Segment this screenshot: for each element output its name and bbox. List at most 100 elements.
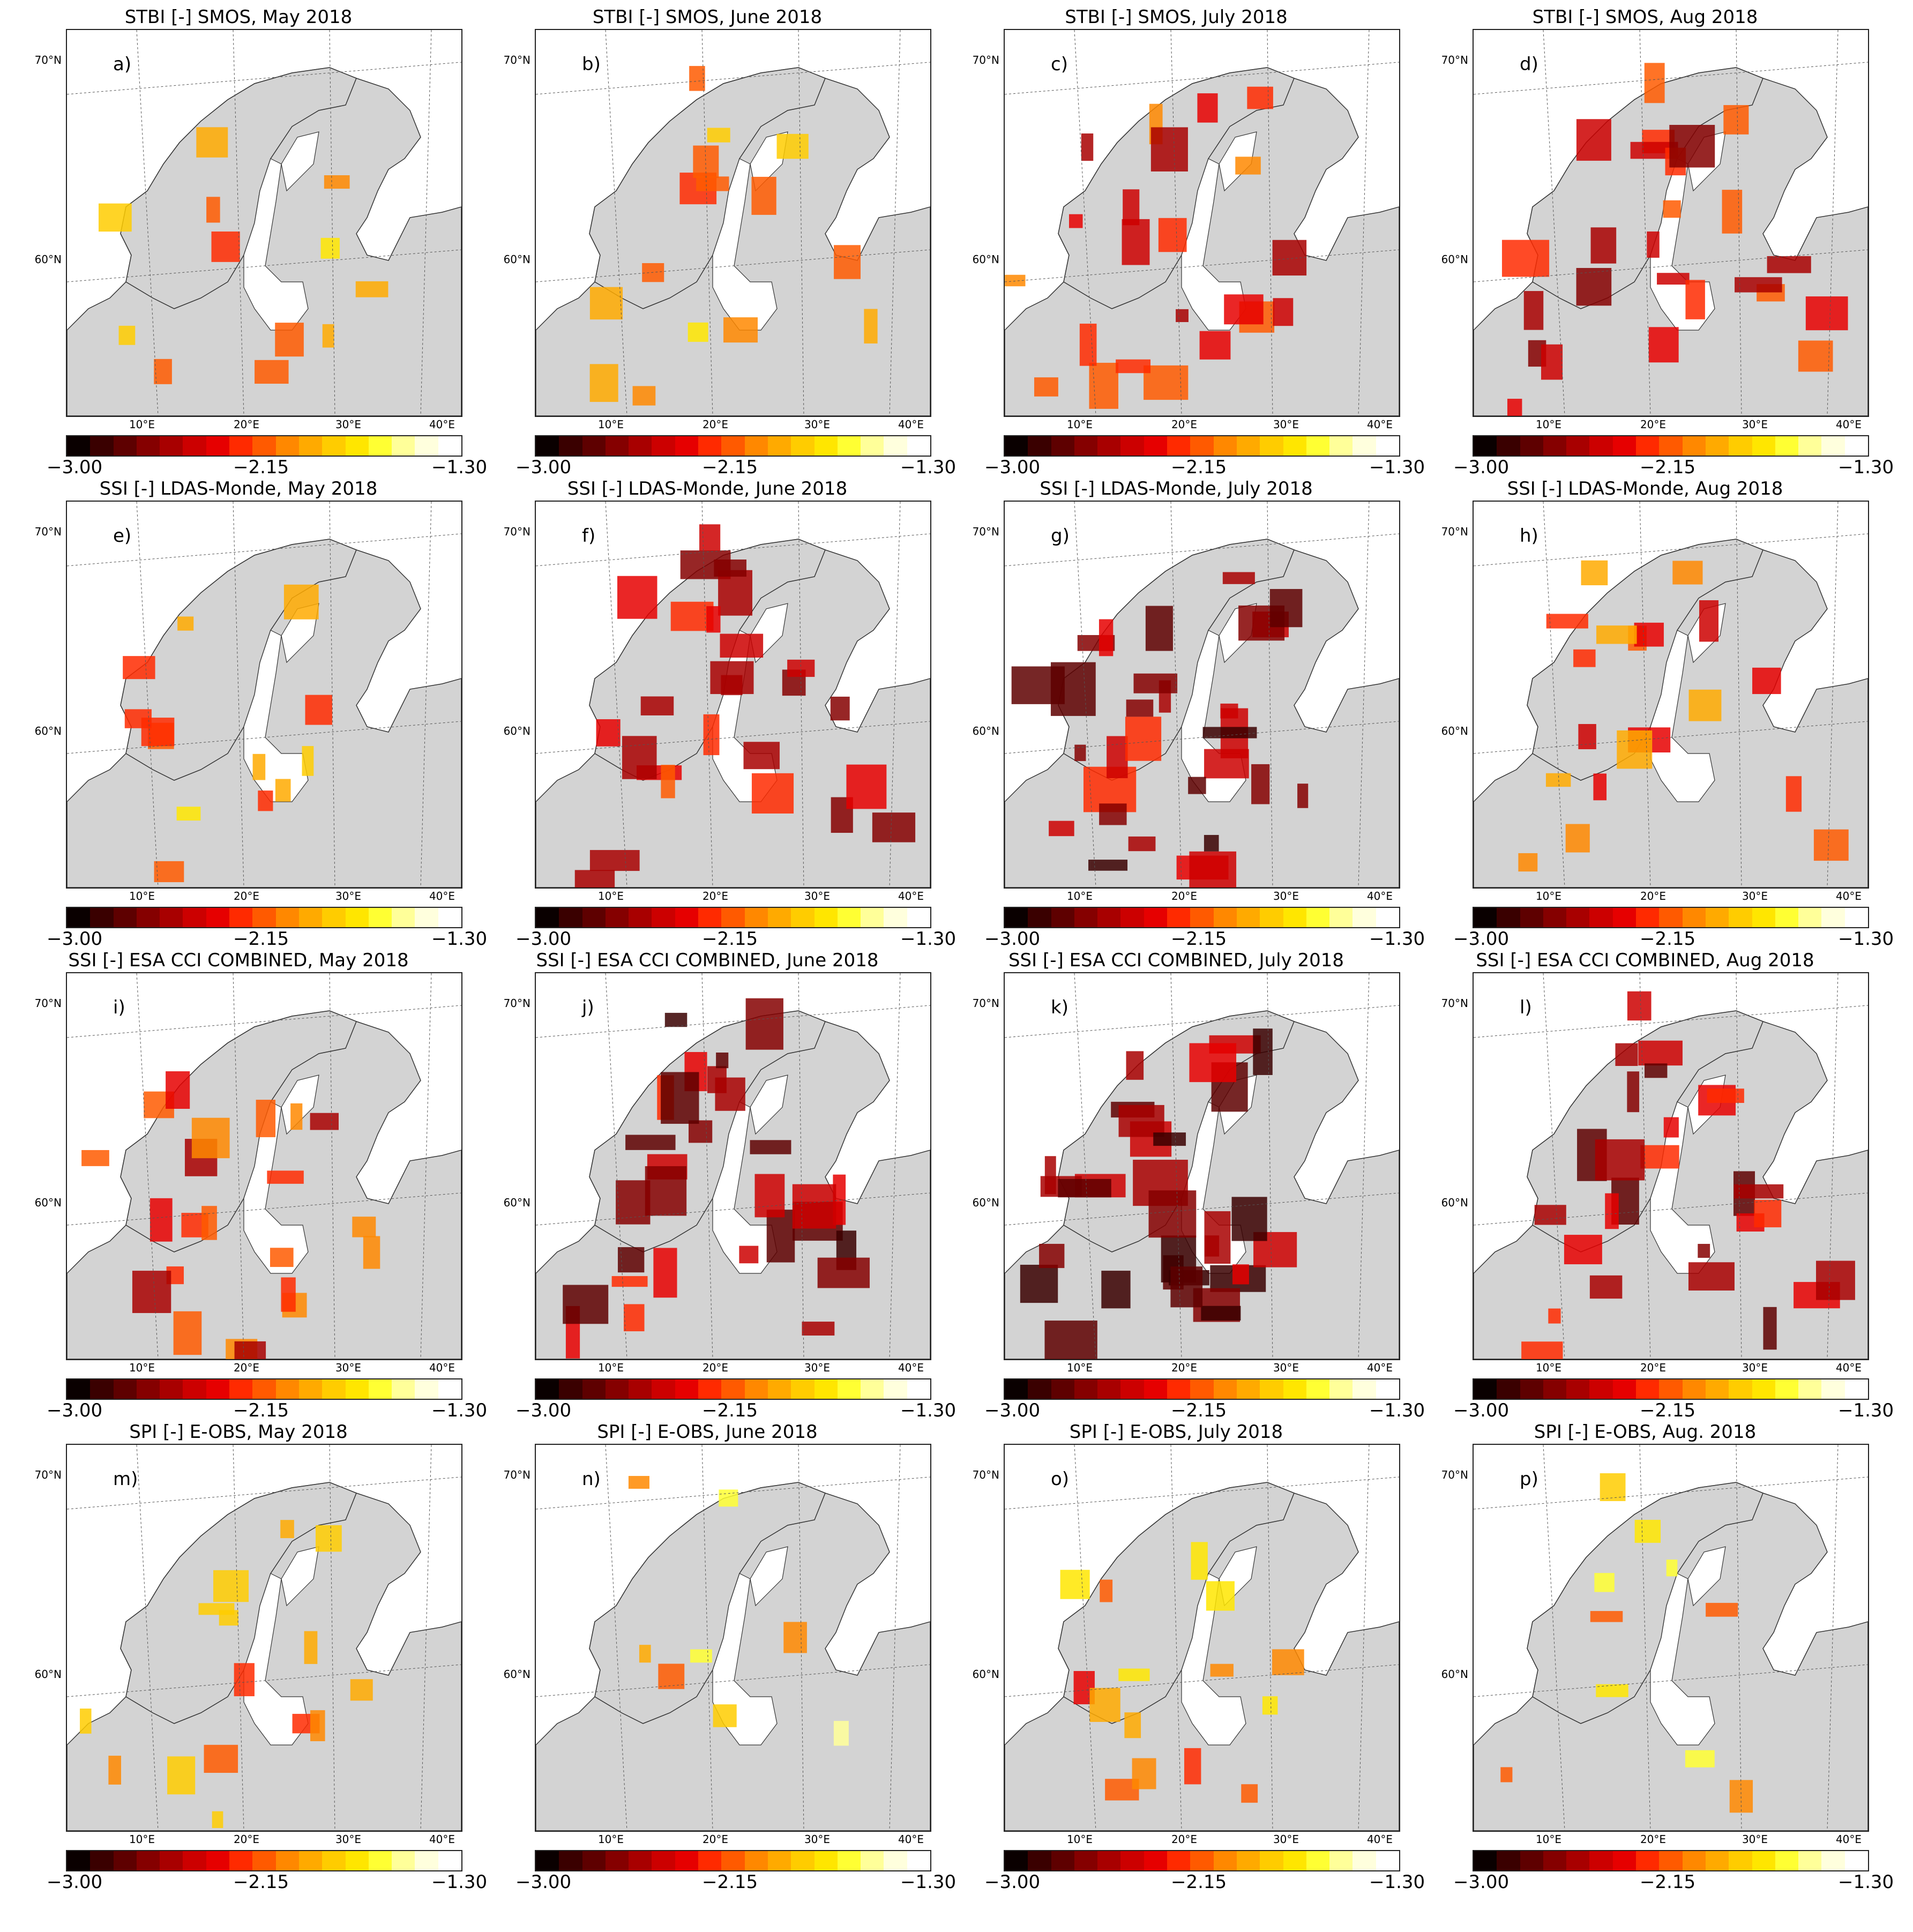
colorbar-swatch	[1376, 436, 1400, 456]
basemap	[536, 1445, 930, 1831]
colorbar-swatch	[1497, 436, 1520, 456]
colorbar-swatch	[67, 1379, 91, 1399]
anomaly-cell	[1069, 214, 1083, 228]
anomaly-cell	[1145, 606, 1173, 651]
colorbar-swatch	[861, 436, 884, 456]
colorbar-swatch	[206, 908, 230, 927]
map-panel: SSI [-] ESA CCI COMBINED, June 2018 70°N 6…	[477, 950, 956, 1421]
colorbar-swatch	[275, 436, 299, 456]
colorbar-swatch	[1260, 436, 1283, 456]
anomaly-cell	[1150, 127, 1188, 171]
anomaly-cell	[1049, 820, 1074, 837]
baltic-sea	[712, 1101, 778, 1274]
anomaly-cell	[596, 719, 621, 747]
map-panel: STBI [-] SMOS, Aug 2018 70°N 60°N d) 10°E 20°…	[1415, 6, 1894, 478]
anomaly-cell	[1785, 776, 1802, 812]
colorbar-swatch	[67, 908, 91, 927]
anomaly-cell	[743, 742, 780, 770]
colorbar-swatch	[767, 1379, 791, 1399]
parallel-line	[1474, 1005, 1868, 1038]
colorbar-swatch	[1659, 436, 1683, 456]
colorbar-swatch	[698, 1379, 722, 1399]
colorbar-swatch	[1144, 1379, 1168, 1399]
colorbar-swatch	[536, 908, 559, 927]
colorbar-swatch	[1028, 1379, 1051, 1399]
lon-label: 40°E	[898, 1833, 924, 1846]
colorbar-swatch	[392, 1851, 415, 1870]
anomaly-cell	[1645, 1063, 1668, 1078]
colorbar-swatch	[1306, 1379, 1330, 1399]
anomaly-cell	[173, 1311, 202, 1355]
anomaly-cell	[1518, 853, 1538, 872]
colorbar-swatch	[536, 1851, 559, 1870]
lat-label: 70°N	[34, 525, 62, 538]
colorbar-swatch	[1798, 1851, 1822, 1870]
anomaly-cell	[628, 1476, 649, 1489]
map-panel: SSI [-] ESA CCI COMBINED, Aug 2018 70°N 60…	[1415, 950, 1894, 1421]
colorbar-swatch	[1144, 1851, 1168, 1870]
anomaly-cell	[1081, 133, 1094, 161]
colorbar	[1473, 435, 1869, 457]
colorbar-swatch	[1705, 1379, 1729, 1399]
meridian-line	[1827, 973, 1839, 1359]
colorbar-swatch	[1566, 908, 1590, 927]
anomaly-cell	[1269, 589, 1303, 628]
colorbar-swatch	[1144, 908, 1168, 927]
colorbar-swatch	[1752, 908, 1775, 927]
meridian-line	[1736, 502, 1742, 887]
anomaly-cell	[661, 765, 675, 799]
anomaly-cell	[316, 1525, 342, 1552]
colorbar-swatch	[675, 1851, 699, 1870]
basemap	[67, 30, 461, 416]
anomaly-cell	[706, 606, 721, 633]
colorbar-swatch	[415, 908, 438, 927]
colorbar-swatch	[1074, 1851, 1098, 1870]
panel-title: STBI [-] SMOS, July 2018	[1065, 6, 1288, 28]
colorbar-tick-label: −3.00	[47, 457, 103, 478]
anomaly-cell	[1500, 1767, 1513, 1782]
colorbar-swatch	[183, 1379, 206, 1399]
colorbar-swatch	[721, 1851, 745, 1870]
colorbar-swatch	[1190, 1851, 1214, 1870]
colorbar-swatch	[438, 908, 462, 927]
anomaly-cell	[1564, 1235, 1602, 1265]
colorbar-swatch	[90, 436, 114, 456]
colorbar-swatch	[1120, 436, 1144, 456]
colorbar-swatch	[675, 908, 699, 927]
meridian-line	[889, 1445, 901, 1831]
lon-label: 30°E	[804, 418, 831, 431]
colorbar-tick-label: −3.00	[1453, 1400, 1510, 1421]
colorbar-swatch	[206, 1851, 230, 1870]
parallel-line	[536, 1005, 930, 1038]
lat-label: 60°N	[972, 253, 999, 266]
anomaly-cell	[1206, 1581, 1235, 1611]
colorbar-swatch	[392, 1379, 415, 1399]
lon-label: 20°E	[233, 890, 260, 902]
colorbar-swatch	[675, 1379, 699, 1399]
anomaly-cell	[206, 197, 220, 223]
drought-index-map	[1004, 1444, 1400, 1832]
meridian-line	[1358, 30, 1370, 416]
meridian-line	[329, 973, 335, 1359]
colorbar-swatch	[322, 1379, 346, 1399]
parallel-line	[67, 1476, 461, 1510]
colorbar-swatch	[1167, 1851, 1191, 1870]
anomaly-cell	[1170, 1266, 1203, 1308]
colorbar-swatch	[1589, 1851, 1613, 1870]
lon-label: 40°E	[429, 1833, 455, 1846]
panel-letter: i)	[113, 997, 125, 1018]
colorbar-tick-label: −1.30	[1369, 457, 1425, 478]
anomaly-cell	[1116, 359, 1151, 374]
panel-title: SSI [-] LDAS-Monde, Aug 2018	[1507, 478, 1783, 499]
colorbar-swatch	[113, 1851, 137, 1870]
colorbar-swatch	[298, 1851, 323, 1870]
colorbar-swatch	[652, 1851, 675, 1870]
baltic-sea	[243, 158, 309, 331]
lon-label: 20°E	[1171, 1361, 1198, 1374]
anomaly-cell	[322, 324, 334, 348]
colorbar-swatch	[1798, 436, 1822, 456]
colorbar-tick-label: −3.00	[515, 1400, 572, 1421]
anomaly-cell	[1241, 1784, 1258, 1803]
lat-label: 70°N	[34, 54, 62, 66]
colorbar-tick-label: −2.15	[233, 928, 289, 950]
